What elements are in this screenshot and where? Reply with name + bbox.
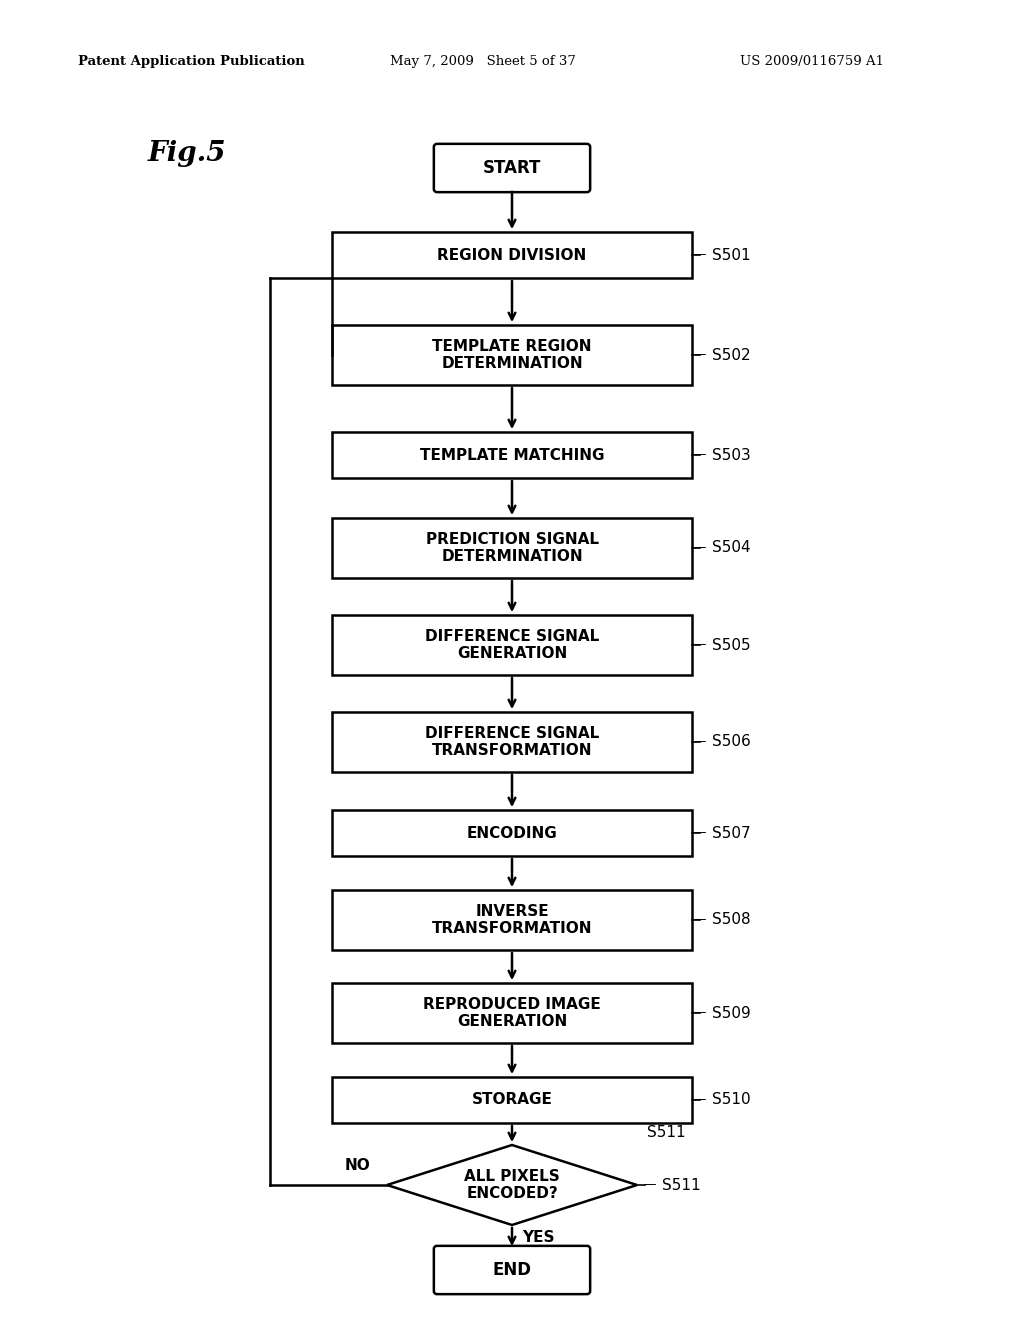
Text: TEMPLATE MATCHING: TEMPLATE MATCHING (420, 447, 604, 462)
Text: US 2009/0116759 A1: US 2009/0116759 A1 (740, 55, 884, 69)
Text: S508: S508 (712, 912, 751, 928)
Text: INVERSE
TRANSFORMATION: INVERSE TRANSFORMATION (432, 904, 592, 936)
Polygon shape (387, 1144, 637, 1225)
Text: Fig.5: Fig.5 (148, 140, 226, 168)
Bar (332, 711, 692, 772)
Bar (332, 615, 692, 675)
Text: NO: NO (344, 1158, 370, 1173)
Text: TEMPLATE REGION
DETERMINATION: TEMPLATE REGION DETERMINATION (432, 339, 592, 371)
Text: PREDICTION SIGNAL
DETERMINATION: PREDICTION SIGNAL DETERMINATION (426, 532, 598, 564)
Text: S507: S507 (712, 825, 751, 841)
Text: S509: S509 (712, 1006, 751, 1020)
Text: S511: S511 (662, 1177, 700, 1192)
Text: —: — (693, 449, 707, 462)
Text: —: — (693, 913, 707, 927)
Bar (332, 432, 692, 478)
Text: END: END (493, 1261, 531, 1279)
Text: YES: YES (522, 1230, 555, 1245)
Text: STORAGE: STORAGE (472, 1093, 552, 1107)
FancyBboxPatch shape (434, 1246, 590, 1294)
Text: S504: S504 (712, 540, 751, 556)
Text: REGION DIVISION: REGION DIVISION (437, 248, 587, 263)
Text: —: — (693, 826, 707, 840)
Text: ENCODING: ENCODING (467, 825, 557, 841)
Bar (332, 810, 692, 855)
Bar (332, 1077, 692, 1123)
Bar (332, 232, 692, 279)
Text: —: — (693, 348, 707, 362)
Text: S510: S510 (712, 1093, 751, 1107)
Bar (332, 983, 692, 1043)
Bar (332, 517, 692, 578)
Text: S505: S505 (712, 638, 751, 652)
Text: S501: S501 (712, 248, 751, 263)
FancyBboxPatch shape (434, 144, 590, 193)
Text: S506: S506 (712, 734, 751, 750)
Text: Patent Application Publication: Patent Application Publication (78, 55, 305, 69)
Text: S502: S502 (712, 347, 751, 363)
Text: —: — (693, 541, 707, 554)
Text: —: — (693, 735, 707, 748)
Text: May 7, 2009   Sheet 5 of 37: May 7, 2009 Sheet 5 of 37 (390, 55, 575, 69)
Text: —: — (693, 248, 707, 261)
Text: —: — (644, 1179, 656, 1192)
Bar (332, 890, 692, 950)
Text: S503: S503 (712, 447, 751, 462)
Text: S511: S511 (647, 1125, 686, 1140)
Text: —: — (693, 1006, 707, 1019)
Text: REPRODUCED IMAGE
GENERATION: REPRODUCED IMAGE GENERATION (423, 997, 601, 1030)
Text: —: — (693, 639, 707, 652)
Text: DIFFERENCE SIGNAL
TRANSFORMATION: DIFFERENCE SIGNAL TRANSFORMATION (425, 726, 599, 758)
Bar (332, 325, 692, 385)
Text: START: START (482, 158, 542, 177)
Text: DIFFERENCE SIGNAL
GENERATION: DIFFERENCE SIGNAL GENERATION (425, 628, 599, 661)
Text: —: — (693, 1093, 707, 1106)
Text: ALL PIXELS
ENCODED?: ALL PIXELS ENCODED? (464, 1168, 560, 1201)
